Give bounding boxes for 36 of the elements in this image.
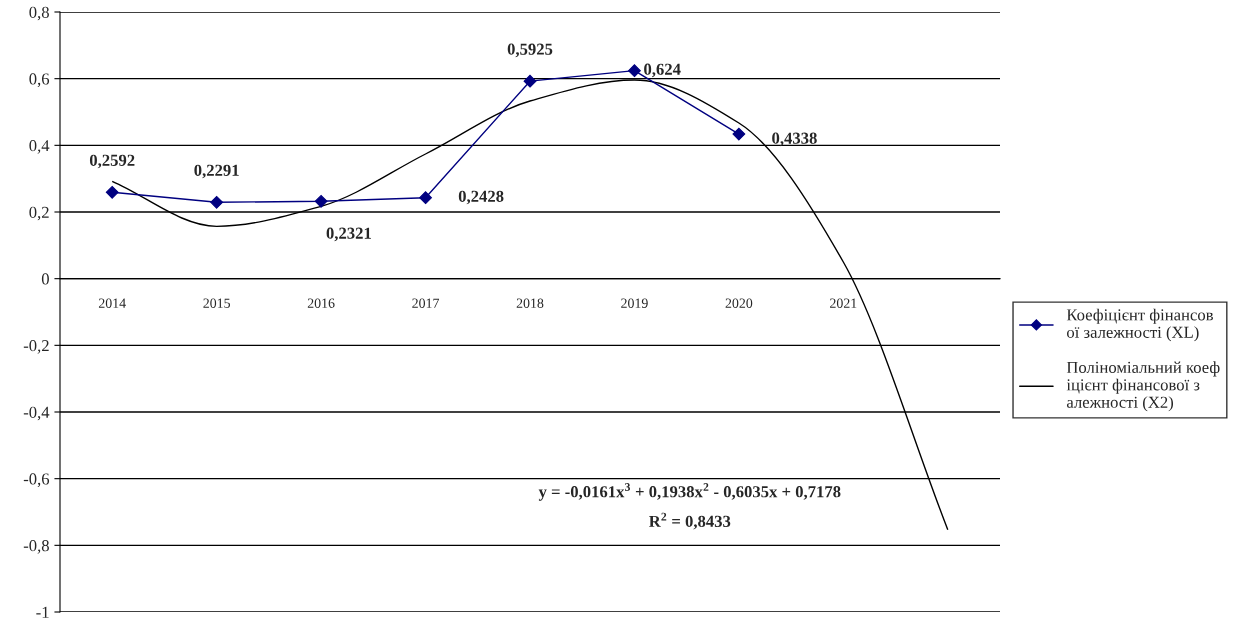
- y-tick-label: 0,8: [29, 6, 49, 21]
- x-tick-label: 2018: [516, 298, 544, 308]
- annotation: y = -0,0161x$^{3}$ + 0,1938x$^{2}$ - 0,6035x + 0,7178: [538, 483, 841, 501]
- x-tick-label: 2017: [412, 298, 440, 308]
- point: [105, 185, 119, 199]
- legend-label: Коефіцієнт фінансової залежності (XL): [1066, 308, 1213, 342]
- x-tick-label: 2020: [725, 298, 753, 308]
- y-tick-label: -0,6: [23, 473, 50, 488]
- y-tick-label: 0,6: [29, 73, 50, 88]
- point: [523, 74, 537, 88]
- point: [628, 64, 641, 78]
- point: [314, 194, 328, 208]
- y-tick-label: 0,4: [29, 140, 50, 154]
- y-tick-label: 0: [41, 273, 49, 285]
- annotation: R$^{2}$ = 0,8433: [649, 512, 731, 530]
- data-label: 0,2428: [458, 190, 504, 205]
- x-tick-label: 2019: [621, 298, 648, 308]
- x-tick-label: 2014: [98, 298, 126, 308]
- y-tick-label: -0,2: [23, 340, 49, 354]
- point: [210, 195, 224, 209]
- y-tick-label: -0,4: [23, 406, 50, 421]
- x-tick-label: 2021: [830, 298, 857, 308]
- y-tick-label: 0,2: [29, 206, 49, 221]
- data-label: 0,2321: [326, 227, 371, 242]
- data-label: 0,2291: [194, 164, 239, 179]
- x-tick-label: 2015: [203, 298, 231, 308]
- legend-label: Поліноміальний коефіцієнт фінансової залежності (X2): [1066, 361, 1220, 412]
- data-label: 0,5925: [507, 43, 553, 58]
- data-label: 0,2592: [89, 154, 135, 169]
- x-tick-label: 2016: [307, 298, 335, 308]
- point: [419, 191, 432, 205]
- point: [732, 127, 746, 141]
- data-label: 0,624: [644, 63, 681, 78]
- y-tick-label: -1: [36, 606, 49, 618]
- y-tick-label: -0,8: [23, 540, 49, 554]
- data-label: 0,4338: [772, 132, 817, 147]
